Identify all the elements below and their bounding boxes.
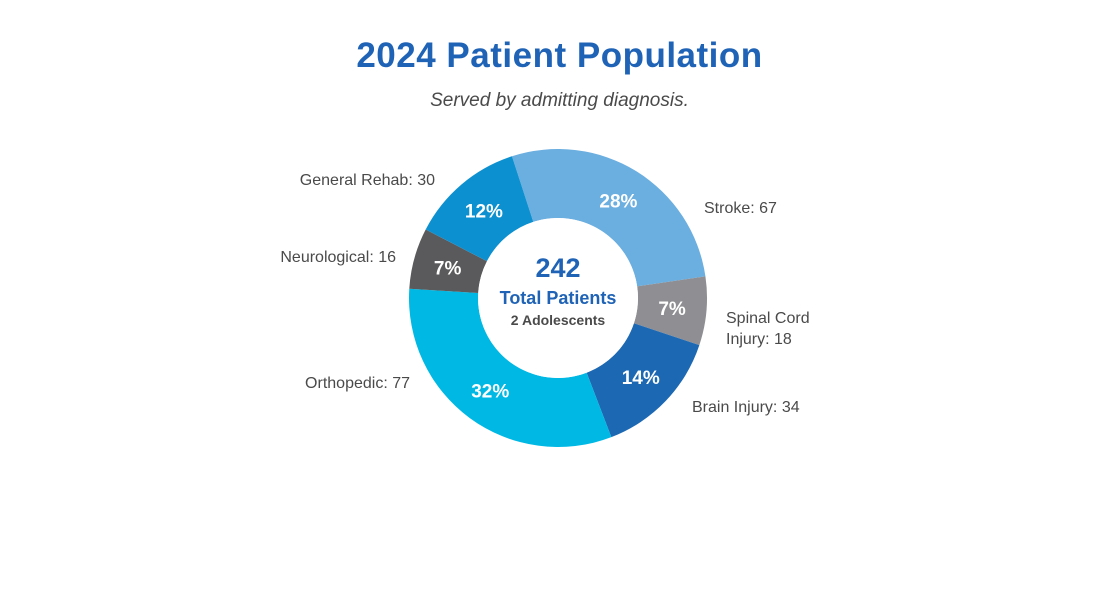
slice-label: Orthopedic: 77 [305, 375, 410, 392]
slice-label: General Rehab: 30 [300, 172, 435, 189]
slice-label: Spinal Cord Injury: 18 [726, 310, 810, 348]
percent-labels: 28% 7% 14% 32% 7% 12% [434, 192, 686, 403]
percent-label: 14% [622, 368, 660, 389]
chart-subtitle: Served by admitting diagnosis. [430, 90, 689, 111]
donut-slices [409, 149, 707, 447]
slice-brain-injury [586, 323, 700, 438]
donut-hole [478, 218, 638, 378]
donut-center: 242 Total Patients 2 Adolescents [500, 253, 617, 328]
center-total: 242 [535, 253, 580, 283]
slice-neurological [409, 229, 487, 294]
percent-label: 7% [434, 258, 462, 279]
center-label: Total Patients [500, 288, 617, 308]
slice-label: Stroke: 67 [704, 200, 777, 217]
percent-label: 32% [471, 381, 509, 402]
slice-label: Brain Injury: 34 [692, 399, 800, 416]
chart-title: 2024 Patient Population [356, 36, 763, 75]
percent-label: 28% [599, 192, 637, 213]
percent-label: 12% [465, 202, 503, 223]
center-note: 2 Adolescents [511, 312, 606, 328]
slice-general-rehab [425, 156, 534, 262]
slice-orthopedic [409, 288, 612, 447]
slice-spinal-cord-injury [633, 276, 707, 346]
slice-labels: Stroke: 67 Spinal Cord Injury: 18 Brain Inj… [280, 172, 809, 416]
slice-label: Neurological: 16 [280, 249, 396, 266]
percent-label: 7% [658, 299, 686, 320]
slice-stroke [511, 149, 706, 287]
